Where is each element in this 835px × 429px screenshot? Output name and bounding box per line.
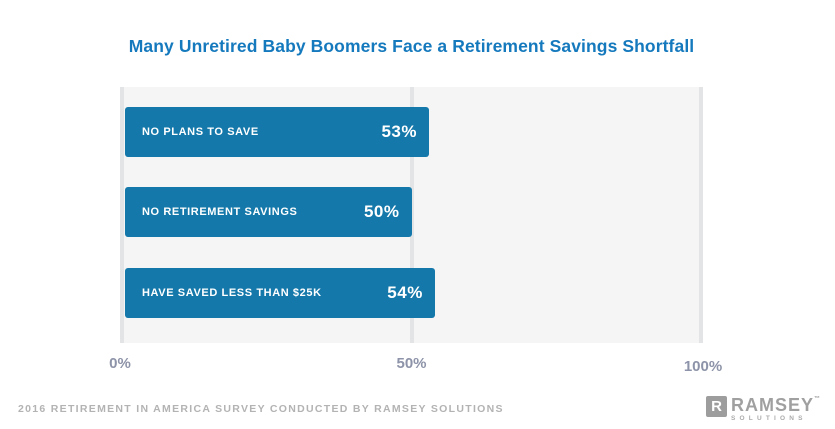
ramsey-r-mark-icon: R xyxy=(705,395,727,417)
gridline-100pct xyxy=(699,87,703,343)
logo-text: RAMSEY™ SOLUTIONS xyxy=(731,396,821,423)
trademark-symbol: ™ xyxy=(814,395,821,402)
x-tick-0: 0% xyxy=(109,355,131,372)
source-attribution: 2016 RETIREMENT IN AMERICA SURVEY CONDUC… xyxy=(18,402,504,415)
logo-name: RAMSEY™ xyxy=(730,394,821,415)
logo-subtitle: SOLUTIONS xyxy=(730,414,807,422)
plot-area: NO PLANS TO SAVE 53% NO RETIREMENT SAVIN… xyxy=(120,87,703,343)
x-axis: 0% 50% 100% xyxy=(109,355,722,377)
bar-value: 50% xyxy=(363,202,400,221)
footer: 2016 RETIREMENT IN AMERICA SURVEY CONDUC… xyxy=(0,395,835,423)
chart-title: Many Unretired Baby Boomers Face a Retir… xyxy=(128,36,695,56)
bar-value: 53% xyxy=(381,122,417,141)
bar-saved-less-than-25k: HAVE SAVED LESS THAN $25K 54% xyxy=(125,268,435,318)
x-tick-100: 100% xyxy=(683,358,723,375)
bar-no-retirement-savings: NO RETIREMENT SAVINGS 50% xyxy=(125,187,412,237)
bar-label: HAVE SAVED LESS THAN $25K xyxy=(142,287,322,299)
bar-no-plans-to-save: NO PLANS TO SAVE 53% xyxy=(125,107,429,157)
x-tick-50: 50% xyxy=(396,355,427,372)
gridline-50pct xyxy=(409,87,414,343)
bar-label: NO RETIREMENT SAVINGS xyxy=(142,206,298,218)
bar-value: 54% xyxy=(387,283,423,302)
gridline-0pct xyxy=(120,87,124,343)
ramsey-solutions-logo: R RAMSEY™ SOLUTIONS xyxy=(705,395,821,423)
bar-label: NO PLANS TO SAVE xyxy=(142,126,259,138)
